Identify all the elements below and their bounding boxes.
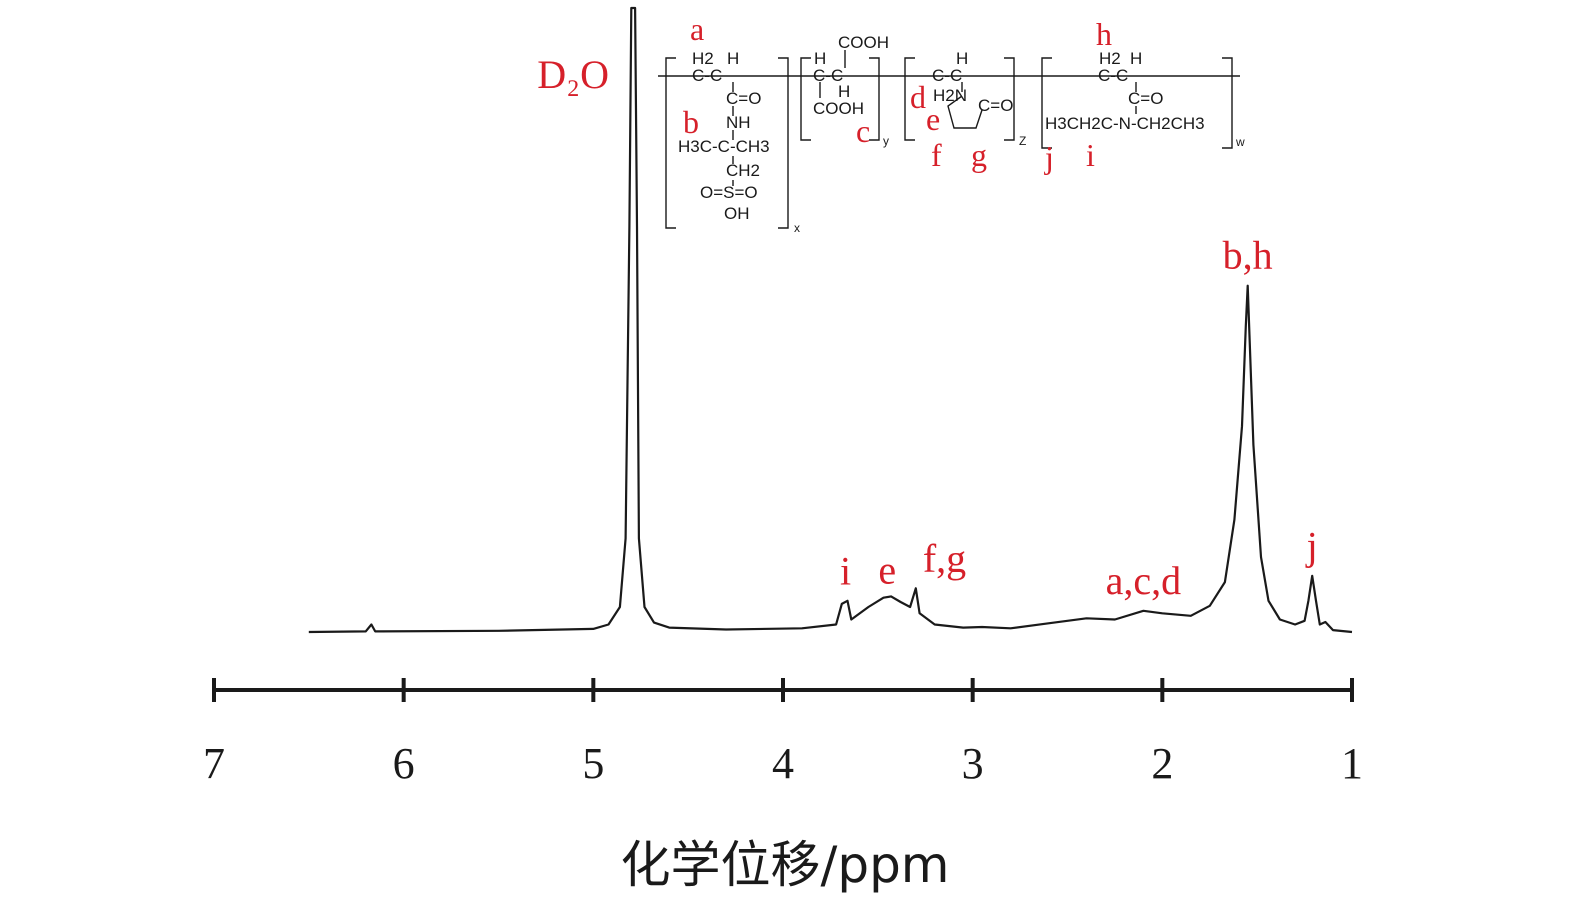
u3-co: C=O: [978, 96, 1013, 115]
bracket-unit3-left: [904, 57, 915, 141]
u2-cc: C-C: [813, 66, 843, 85]
atom-label-i: i: [1086, 137, 1095, 173]
x-tick-label: 5: [582, 739, 604, 788]
polymer-structure: [658, 50, 1240, 229]
x-tick-label: 7: [203, 739, 225, 788]
atom-label-d: d: [910, 79, 926, 115]
x-tick-labels: 7 6 5 4 3 2 1: [203, 739, 1363, 788]
bracket-unit2-left: [800, 57, 811, 141]
sub-y: y: [883, 134, 889, 148]
bracket-unit3-right: [1004, 57, 1015, 141]
atom-label-a: a: [690, 11, 704, 47]
u4-amide: H3CH2C-N-CH2CH3: [1045, 114, 1205, 133]
u1-nh: NH: [726, 113, 751, 132]
structure-text: H2 H C-C C=O NH H3C-C-CH3 CH2 O=S=O OH x…: [678, 11, 1245, 235]
atom-label-h: h: [1096, 16, 1112, 52]
u4-co: C=O: [1128, 89, 1163, 108]
atom-label-e: e: [926, 101, 940, 137]
atom-label-g: g: [971, 137, 987, 173]
atom-label-b: b: [683, 104, 699, 140]
peak-label: e: [878, 547, 896, 592]
bracket-unit4-left: [1041, 57, 1052, 149]
x-tick-label: 6: [393, 739, 415, 788]
u1-so3: O=S=O: [700, 183, 758, 202]
bracket-unit1-right: [778, 57, 789, 229]
atom-label-j: j: [1044, 139, 1054, 175]
u1-tbu: H3C-C-CH3: [678, 137, 770, 156]
sub-z: Z: [1019, 134, 1026, 148]
peak-label: a,c,d: [1106, 558, 1182, 603]
u4-h: H: [1130, 49, 1142, 68]
atom-label-c: c: [856, 113, 870, 149]
bracket-unit4-right: [1222, 57, 1233, 149]
bracket-unit2-right: [869, 57, 880, 141]
u1-h: H: [727, 49, 739, 68]
x-tick-label: 1: [1341, 739, 1363, 788]
u4-cc: C-C: [1098, 66, 1128, 85]
u1-ch2: CH2: [726, 161, 760, 180]
u4-h2: H2: [1099, 49, 1121, 68]
x-tick-label: 2: [1151, 739, 1173, 788]
x-axis: [212, 678, 1354, 702]
sub-x: x: [794, 221, 800, 235]
u2-h: H: [814, 49, 826, 68]
atom-label-f: f: [931, 137, 942, 173]
u1-cc: C-C: [692, 66, 722, 85]
bracket-unit1-left: [665, 57, 676, 229]
x-tick-label: 4: [772, 739, 794, 788]
u3-h: H: [956, 49, 968, 68]
u3-cc: C-C: [932, 66, 962, 85]
u3-h2n: H2N: [933, 86, 967, 105]
x-tick-label: 3: [962, 739, 984, 788]
x-axis-title: 化学位移/ppm: [620, 836, 949, 894]
peak-label: i: [840, 549, 851, 594]
u2-h-bottom: H: [838, 82, 850, 101]
u2-cooh-top: COOH: [838, 33, 889, 52]
u1-co: C=O: [726, 89, 761, 108]
peak-label: j: [1305, 524, 1318, 569]
u1-oh: OH: [724, 204, 750, 223]
peak-label: b,h: [1223, 232, 1273, 277]
peak-label: f,g: [923, 536, 966, 581]
spectrum-line: [308, 6, 1353, 634]
peak-label: D₂O: [537, 52, 609, 97]
sub-w: w: [1235, 135, 1245, 149]
u2-cooh-bottom: COOH: [813, 99, 864, 118]
pyrrolidone-ring: [947, 95, 983, 129]
u1-h2: H2: [692, 49, 714, 68]
